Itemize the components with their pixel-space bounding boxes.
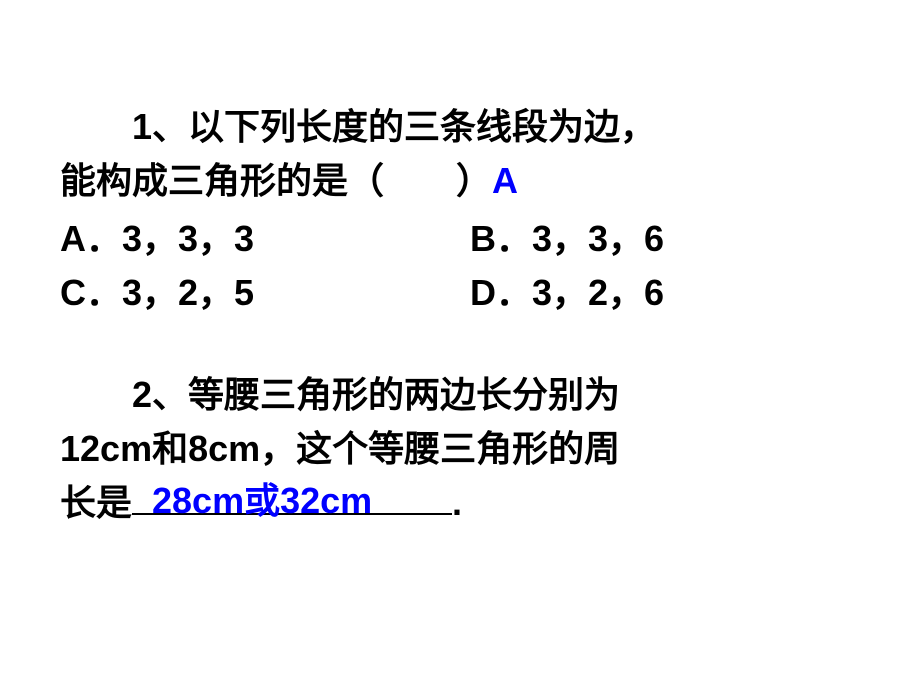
question-1: 1、以下列长度的三条线段为边， 能构成三角形的是（ ）A A．3，3，3 B．3… bbox=[60, 100, 860, 320]
q2-line3-prefix: 长是 bbox=[60, 482, 132, 523]
option-d: D．3，2，6 bbox=[470, 266, 860, 320]
option-c: C．3，2，5 bbox=[60, 266, 470, 320]
q1-line2-prefix: 能构成三角形的是（ ） bbox=[60, 160, 492, 201]
option-row-2: C．3，2，5 D．3，2，6 bbox=[60, 266, 860, 320]
q1-line2: 能构成三角形的是（ ）A bbox=[60, 154, 860, 208]
option-a: A．3，3，3 bbox=[60, 212, 470, 266]
option-b: B．3，3，6 bbox=[470, 212, 860, 266]
q1-line1: 1、以下列长度的三条线段为边， bbox=[60, 100, 860, 154]
q2-answer: 28cm或32cm bbox=[152, 474, 372, 528]
q2-line2: 12cm和8cm，这个等腰三角形的周 bbox=[60, 422, 860, 476]
option-row-1: A．3，3，3 B．3，3，6 bbox=[60, 212, 860, 266]
q2-line3-suffix: . bbox=[452, 482, 462, 523]
slide-content: 1、以下列长度的三条线段为边， 能构成三角形的是（ ）A A．3，3，3 B．3… bbox=[0, 0, 920, 530]
q2-line1: 2、等腰三角形的两边长分别为 bbox=[60, 368, 860, 422]
question-2: 2、等腰三角形的两边长分别为 12cm和8cm，这个等腰三角形的周 长是 28cm… bbox=[60, 368, 860, 530]
q2-line3: 长是 28cm或32cm. bbox=[60, 476, 860, 530]
q1-answer: A bbox=[492, 160, 518, 201]
q1-options: A．3，3，3 B．3，3，6 C．3，2，5 D．3，2，6 bbox=[60, 212, 860, 320]
blank-wrap: 28cm或32cm bbox=[132, 476, 452, 530]
